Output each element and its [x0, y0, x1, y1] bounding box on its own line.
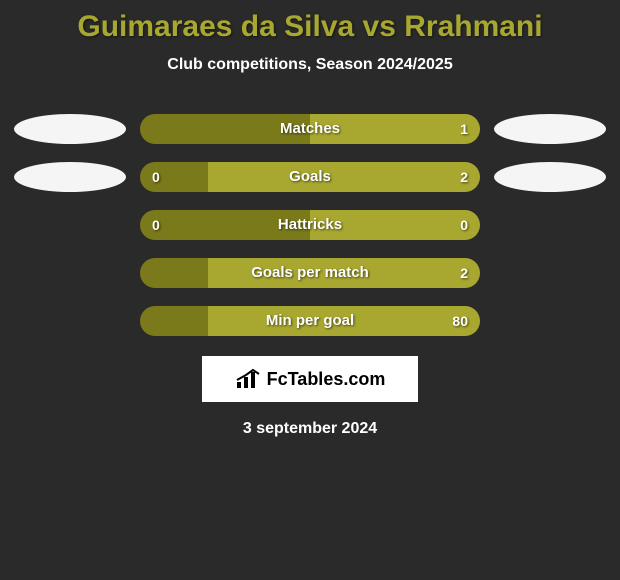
stat-value-left: 0 — [152, 210, 160, 240]
main-container: Guimaraes da Silva vs Rrahmani Club comp… — [0, 0, 620, 448]
stat-row: Hattricks0 0 — [0, 210, 620, 240]
stat-bar: Matches1 — [140, 114, 480, 144]
stats-container: Matches1Goals02Hattricks00Goals per matc… — [0, 114, 620, 336]
stat-value-left: 0 — [152, 162, 160, 192]
stat-label: Goals per match — [140, 258, 480, 288]
stat-row: Goals per match2 — [0, 258, 620, 288]
stat-value-right: 0 — [460, 210, 468, 240]
player-left-avatar — [14, 162, 126, 192]
stat-bar: Goals per match2 — [140, 258, 480, 288]
player-right-avatar — [494, 162, 606, 192]
logo-text: FcTables.com — [267, 369, 386, 390]
player-left-avatar — [14, 114, 126, 144]
stat-bar: Hattricks0 0 — [140, 210, 480, 240]
stat-row: Min per goal80 — [0, 306, 620, 336]
stat-label: Hattricks — [140, 210, 480, 240]
stat-value-right: 2 — [460, 258, 468, 288]
stat-value-right: 2 — [460, 162, 468, 192]
stat-label: Goals — [140, 162, 480, 192]
stat-label: Matches — [140, 114, 480, 144]
subtitle: Club competitions, Season 2024/2025 — [0, 56, 620, 74]
logo-box: FcTables.com — [202, 356, 418, 402]
stat-bar: Goals0 2 — [140, 162, 480, 192]
page-title: Guimaraes da Silva vs Rrahmani — [0, 10, 620, 44]
stat-value-right: 80 — [452, 306, 468, 336]
stat-value-right: 1 — [460, 114, 468, 144]
player-right-avatar — [494, 114, 606, 144]
stat-label: Min per goal — [140, 306, 480, 336]
stat-row: Goals0 2 — [0, 162, 620, 192]
logo-content: FcTables.com — [235, 368, 386, 390]
stat-row: Matches1 — [0, 114, 620, 144]
chart-icon — [235, 368, 263, 390]
date-text: 3 september 2024 — [0, 420, 620, 438]
stat-bar: Min per goal80 — [140, 306, 480, 336]
